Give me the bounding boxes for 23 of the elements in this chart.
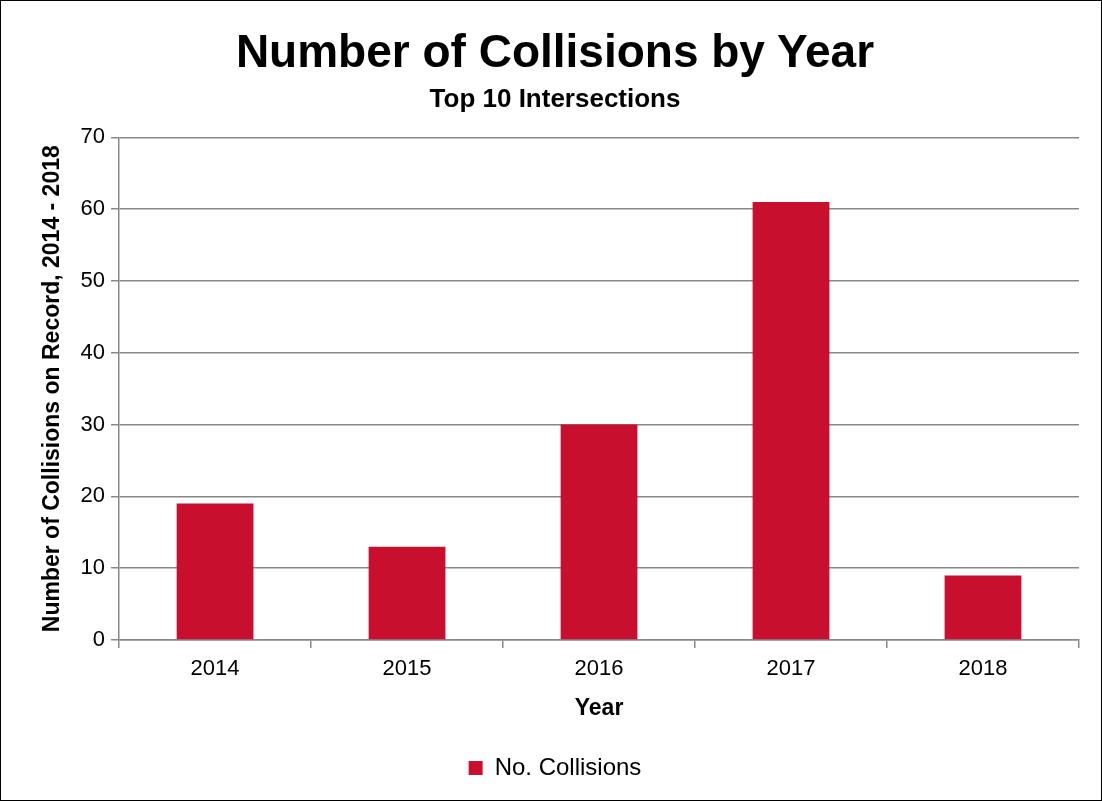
- y-tick-label: 30: [80, 410, 106, 436]
- legend-label: No. Collisions: [494, 752, 642, 780]
- y-tick-label: 10: [80, 554, 106, 580]
- y-tick-label: 0: [92, 626, 106, 652]
- x-tick-label: 2016: [574, 655, 624, 681]
- bar: [560, 424, 638, 640]
- y-tick-label: 20: [80, 482, 106, 508]
- bar: [176, 503, 254, 640]
- x-tick-label: 2017: [766, 655, 816, 681]
- chart-title: Number of Collisions by Year: [235, 25, 875, 78]
- bar: [752, 202, 830, 640]
- y-tick-label: 70: [80, 123, 106, 149]
- x-tick-label: 2015: [382, 655, 432, 681]
- y-tick-label: 50: [80, 267, 106, 293]
- y-axis-title: Number of Collisions on Record, 2014 - 2018: [38, 145, 65, 633]
- y-tick-label: 60: [80, 195, 106, 221]
- bar: [368, 546, 446, 640]
- x-tick-label: 2014: [190, 655, 240, 681]
- x-tick-label: 2018: [958, 655, 1008, 681]
- x-axis-title: Year: [574, 693, 624, 720]
- y-tick-label: 40: [80, 338, 106, 364]
- chart-subtitle: Top 10 Intersections: [429, 82, 681, 113]
- bar: [944, 575, 1022, 640]
